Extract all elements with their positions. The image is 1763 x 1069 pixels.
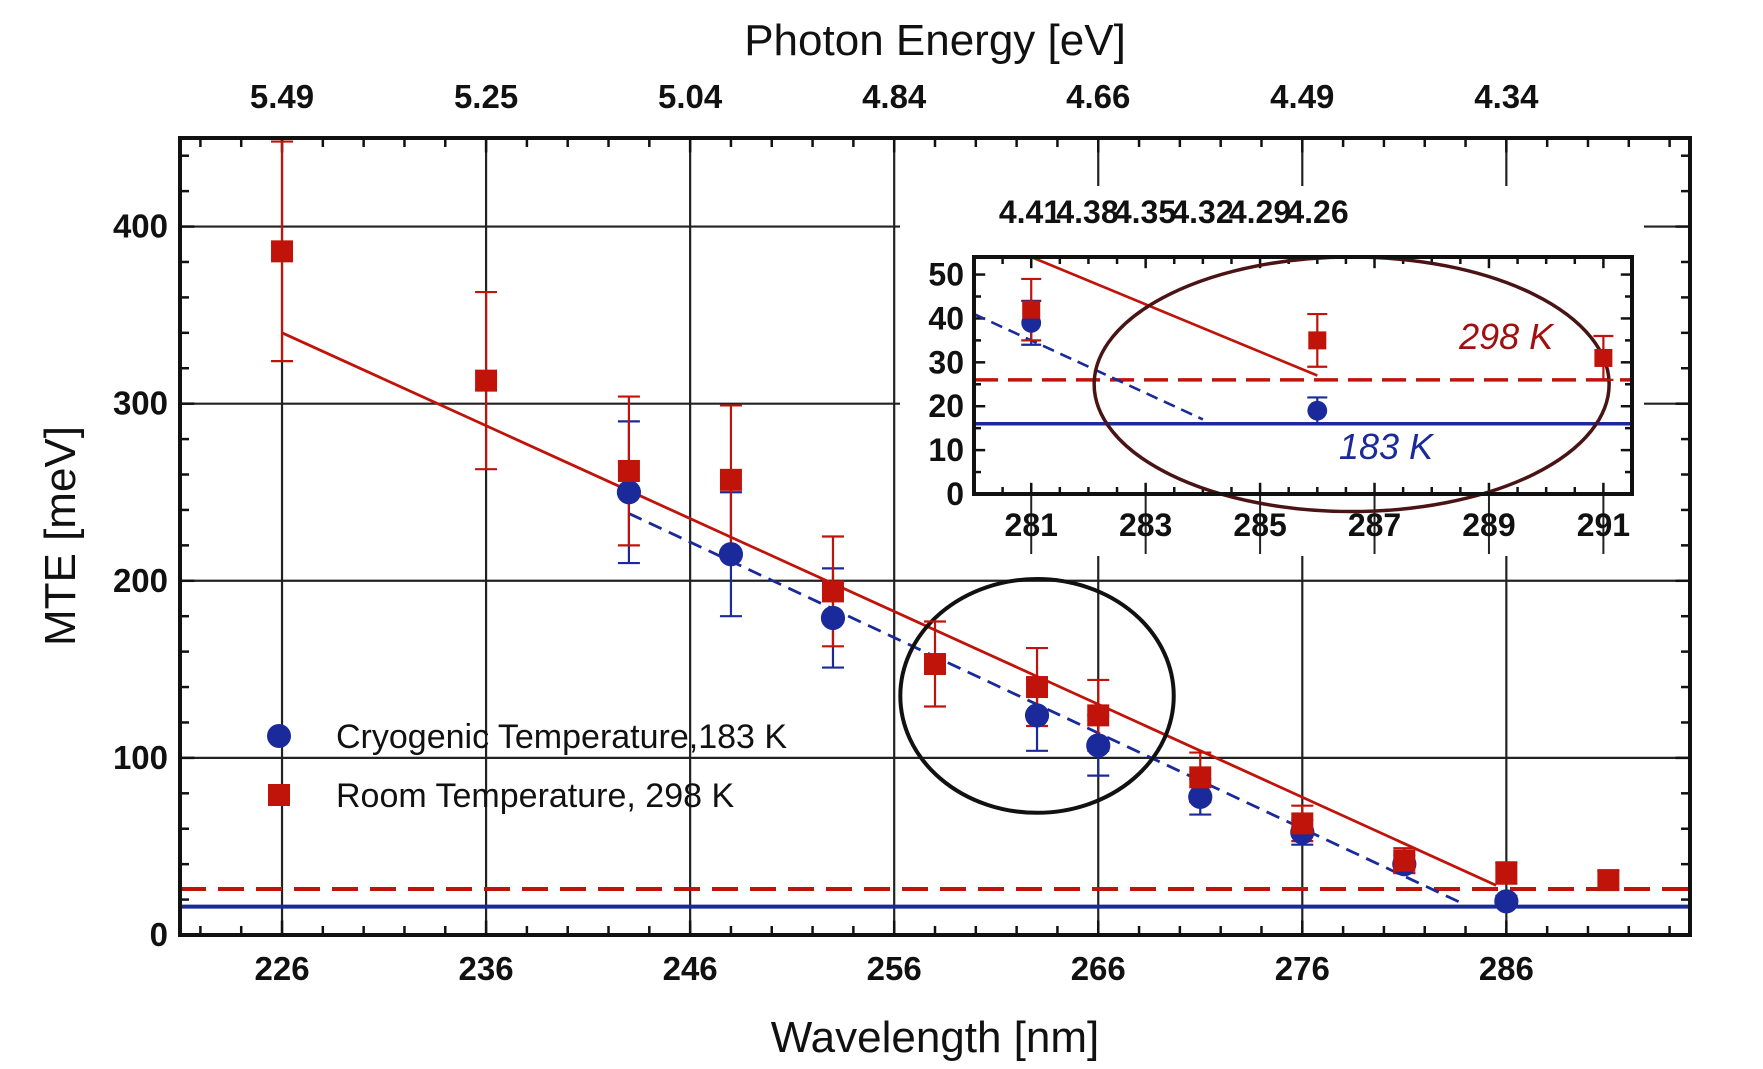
x-tick-label: 287 — [1348, 507, 1401, 543]
x-tick-label: 281 — [1005, 507, 1058, 543]
temperature-label: 298 K — [1458, 316, 1555, 357]
data-point-1 — [271, 240, 294, 263]
data-point-1 — [1087, 704, 1110, 727]
inset-plot: 281 283 285 287 289 291010203040504.414.384.3… — [900, 186, 1644, 556]
data-point-1 — [1022, 300, 1041, 319]
legend-label-1: Room Temperature, 298 K — [336, 777, 734, 815]
data-point-1 — [821, 580, 844, 603]
x-tick-label: 236 — [459, 950, 514, 987]
y-tick-label: 50 — [928, 257, 964, 293]
y-tick-label: 400 — [113, 208, 168, 245]
data-point-1 — [1308, 331, 1327, 350]
data-point-1 — [1189, 766, 1212, 789]
y-tick-label: 0 — [946, 476, 964, 512]
data-point-0 — [718, 542, 744, 567]
data-point-0 — [1494, 889, 1519, 914]
x2-tick-label: 4.29 — [1229, 194, 1291, 230]
data-point-1 — [719, 468, 742, 491]
legend: Cryogenic Temperature,183 K Room Temperat… — [267, 718, 787, 815]
plot-frame — [972, 255, 1634, 496]
data-point-0 — [1307, 400, 1328, 421]
x-tick-label: 276 — [1275, 950, 1330, 987]
x-axis-title: Wavelength [nm] — [771, 1013, 1100, 1062]
data-point-1 — [1393, 849, 1416, 872]
x-tick-label: 283 — [1119, 507, 1172, 543]
y-tick-label: 300 — [113, 385, 168, 422]
x2-tick-label: 4.84 — [862, 78, 927, 115]
data-point-1 — [924, 653, 946, 676]
x-tick-label: 226 — [254, 950, 309, 987]
highlight-ellipse — [898, 577, 1176, 815]
fit-line-1 — [281, 331, 1497, 887]
data-point-0 — [616, 480, 642, 505]
legend-label-0: Cryogenic Temperature,183 K — [336, 718, 787, 756]
legend-marker-1 — [268, 784, 290, 806]
y-tick-label: 30 — [928, 344, 964, 380]
data-point-1 — [617, 459, 640, 482]
data-point-0 — [1024, 703, 1050, 728]
plot-area — [974, 257, 1632, 494]
x2-tick-label: 4.38 — [1056, 194, 1118, 230]
temperature-label: 183 K — [1339, 426, 1435, 467]
x-tick-label: 289 — [1462, 507, 1515, 543]
y-tick-label: 100 — [113, 739, 168, 776]
data-point-0 — [1086, 733, 1111, 758]
x-tick-label: 291 — [1577, 507, 1630, 543]
fit-line-0 — [973, 312, 1204, 421]
fit-line-1 — [1030, 255, 1318, 377]
data-point-0 — [1188, 784, 1213, 809]
x2-tick-label: 5.04 — [658, 78, 723, 115]
y-tick-label: 40 — [928, 300, 964, 336]
data-point-1 — [1495, 862, 1518, 885]
x-tick-label: 285 — [1233, 507, 1286, 543]
x-tick-label: 286 — [1479, 950, 1534, 987]
x2-axis-title: Photon Energy [eV] — [744, 16, 1126, 65]
x-tick-label: 246 — [663, 950, 718, 987]
x2-tick-label: 4.49 — [1270, 78, 1334, 115]
x2-tick-label: 4.66 — [1066, 78, 1130, 115]
x-tick-label: 256 — [867, 950, 922, 987]
data-point-1 — [1594, 348, 1613, 367]
data-point-1 — [1026, 676, 1049, 699]
x2-tick-label: 4.34 — [1474, 78, 1539, 115]
y-tick-label: 0 — [150, 916, 168, 953]
y-axis-title: MTE [meV] — [36, 426, 85, 646]
y-tick-label: 10 — [928, 432, 964, 468]
x2-tick-label: 4.35 — [1114, 194, 1176, 230]
x2-tick-label: 4.41 — [999, 194, 1061, 230]
data-point-0 — [820, 605, 846, 631]
y-tick-label: 200 — [113, 562, 168, 599]
x2-tick-label: 5.49 — [250, 78, 314, 115]
data-point-1 — [475, 369, 498, 392]
data-point-1 — [1597, 869, 1620, 892]
x2-tick-label: 5.25 — [454, 78, 518, 115]
x-tick-label: 266 — [1071, 950, 1126, 987]
data-point-1 — [1291, 812, 1314, 835]
x2-tick-label: 4.26 — [1286, 194, 1348, 230]
legend-marker-0 — [267, 724, 291, 748]
x2-tick-label: 4.32 — [1171, 194, 1233, 230]
y-tick-label: 20 — [928, 388, 964, 424]
plot-frame — [178, 136, 1692, 937]
